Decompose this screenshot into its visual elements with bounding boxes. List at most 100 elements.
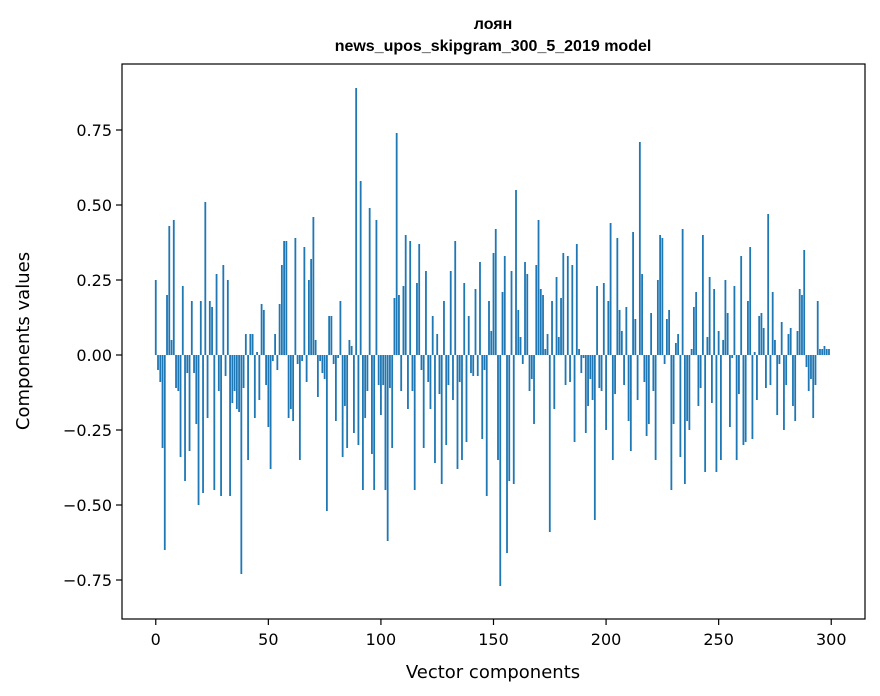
bar bbox=[508, 355, 511, 481]
bar bbox=[582, 355, 585, 358]
bar bbox=[443, 301, 445, 355]
bar bbox=[474, 289, 477, 355]
bar bbox=[803, 250, 806, 355]
bar bbox=[287, 355, 290, 418]
bar bbox=[578, 349, 580, 355]
bar bbox=[580, 355, 583, 373]
bar bbox=[325, 355, 328, 511]
bar bbox=[285, 241, 288, 355]
bar bbox=[411, 355, 414, 391]
bar bbox=[798, 289, 801, 355]
bar bbox=[598, 355, 601, 388]
bar bbox=[560, 298, 562, 355]
bar bbox=[159, 355, 162, 382]
bar bbox=[488, 301, 490, 355]
bar-series bbox=[154, 88, 830, 586]
bar bbox=[521, 355, 524, 364]
bar bbox=[661, 238, 664, 355]
y-tick-label: 0.75 bbox=[76, 121, 112, 140]
bar bbox=[767, 214, 770, 355]
bar bbox=[402, 286, 405, 355]
bar bbox=[524, 262, 526, 355]
bar bbox=[742, 355, 745, 445]
bar bbox=[168, 226, 171, 355]
x-tick-label: 150 bbox=[478, 630, 509, 649]
bar bbox=[321, 355, 324, 373]
bar bbox=[332, 355, 335, 364]
bar bbox=[605, 355, 607, 430]
y-axis-ticks: −0.75 −0.50 −0.25 0.00 0.25 0.50 0.75 bbox=[63, 121, 122, 590]
bar bbox=[382, 355, 385, 385]
x-axis-ticks: 0 50 100 150 200 250 300 bbox=[151, 619, 847, 649]
bar bbox=[479, 262, 481, 355]
bar bbox=[217, 355, 220, 391]
bar bbox=[292, 355, 295, 421]
bar bbox=[353, 355, 355, 433]
bar bbox=[801, 295, 803, 355]
bar bbox=[357, 355, 360, 445]
bar bbox=[616, 238, 619, 355]
bar bbox=[422, 355, 425, 448]
bar bbox=[483, 355, 486, 370]
bar bbox=[307, 280, 310, 355]
bar bbox=[368, 208, 371, 355]
bar bbox=[177, 355, 180, 391]
bar bbox=[242, 355, 245, 388]
bar bbox=[197, 355, 200, 505]
bar bbox=[701, 235, 704, 355]
bar bbox=[208, 301, 211, 355]
bar bbox=[346, 355, 349, 448]
bar bbox=[706, 337, 709, 355]
bar bbox=[654, 355, 657, 460]
bar bbox=[587, 355, 589, 406]
bar bbox=[720, 355, 722, 460]
bar bbox=[427, 355, 430, 382]
bar bbox=[458, 355, 461, 382]
bar bbox=[625, 307, 628, 355]
bar bbox=[609, 223, 612, 355]
bar bbox=[393, 298, 396, 355]
bar bbox=[206, 355, 209, 418]
bar bbox=[204, 202, 207, 355]
bar bbox=[517, 310, 520, 355]
bar bbox=[539, 289, 542, 355]
bar bbox=[429, 355, 432, 409]
bar bbox=[301, 355, 304, 361]
bar bbox=[765, 355, 767, 388]
bar bbox=[573, 355, 576, 442]
bar bbox=[314, 340, 317, 355]
bar bbox=[348, 340, 351, 355]
bar bbox=[546, 334, 549, 355]
bar bbox=[350, 346, 353, 355]
bar bbox=[602, 283, 605, 355]
bar bbox=[310, 259, 313, 355]
y-tick-label: −0.75 bbox=[63, 571, 112, 590]
bar bbox=[512, 355, 515, 484]
bar bbox=[810, 355, 812, 379]
bar bbox=[620, 331, 623, 355]
bar bbox=[774, 340, 776, 355]
bar bbox=[778, 355, 781, 364]
x-tick-label: 50 bbox=[258, 630, 278, 649]
bar bbox=[271, 355, 274, 361]
bar bbox=[289, 355, 292, 409]
bar bbox=[215, 274, 218, 355]
bar bbox=[623, 355, 625, 385]
bar bbox=[249, 334, 252, 355]
bar bbox=[172, 220, 175, 355]
bar bbox=[283, 241, 286, 355]
bar bbox=[298, 355, 301, 460]
bar bbox=[794, 355, 797, 421]
bar bbox=[334, 355, 337, 421]
bar bbox=[389, 355, 391, 388]
bar bbox=[679, 355, 682, 457]
bar bbox=[229, 355, 231, 496]
bar bbox=[551, 301, 553, 355]
bar bbox=[224, 355, 227, 376]
bar bbox=[447, 355, 450, 385]
bar bbox=[184, 355, 186, 481]
bar bbox=[729, 355, 731, 427]
y-tick-label: 0.50 bbox=[76, 196, 112, 215]
bar bbox=[247, 355, 249, 460]
